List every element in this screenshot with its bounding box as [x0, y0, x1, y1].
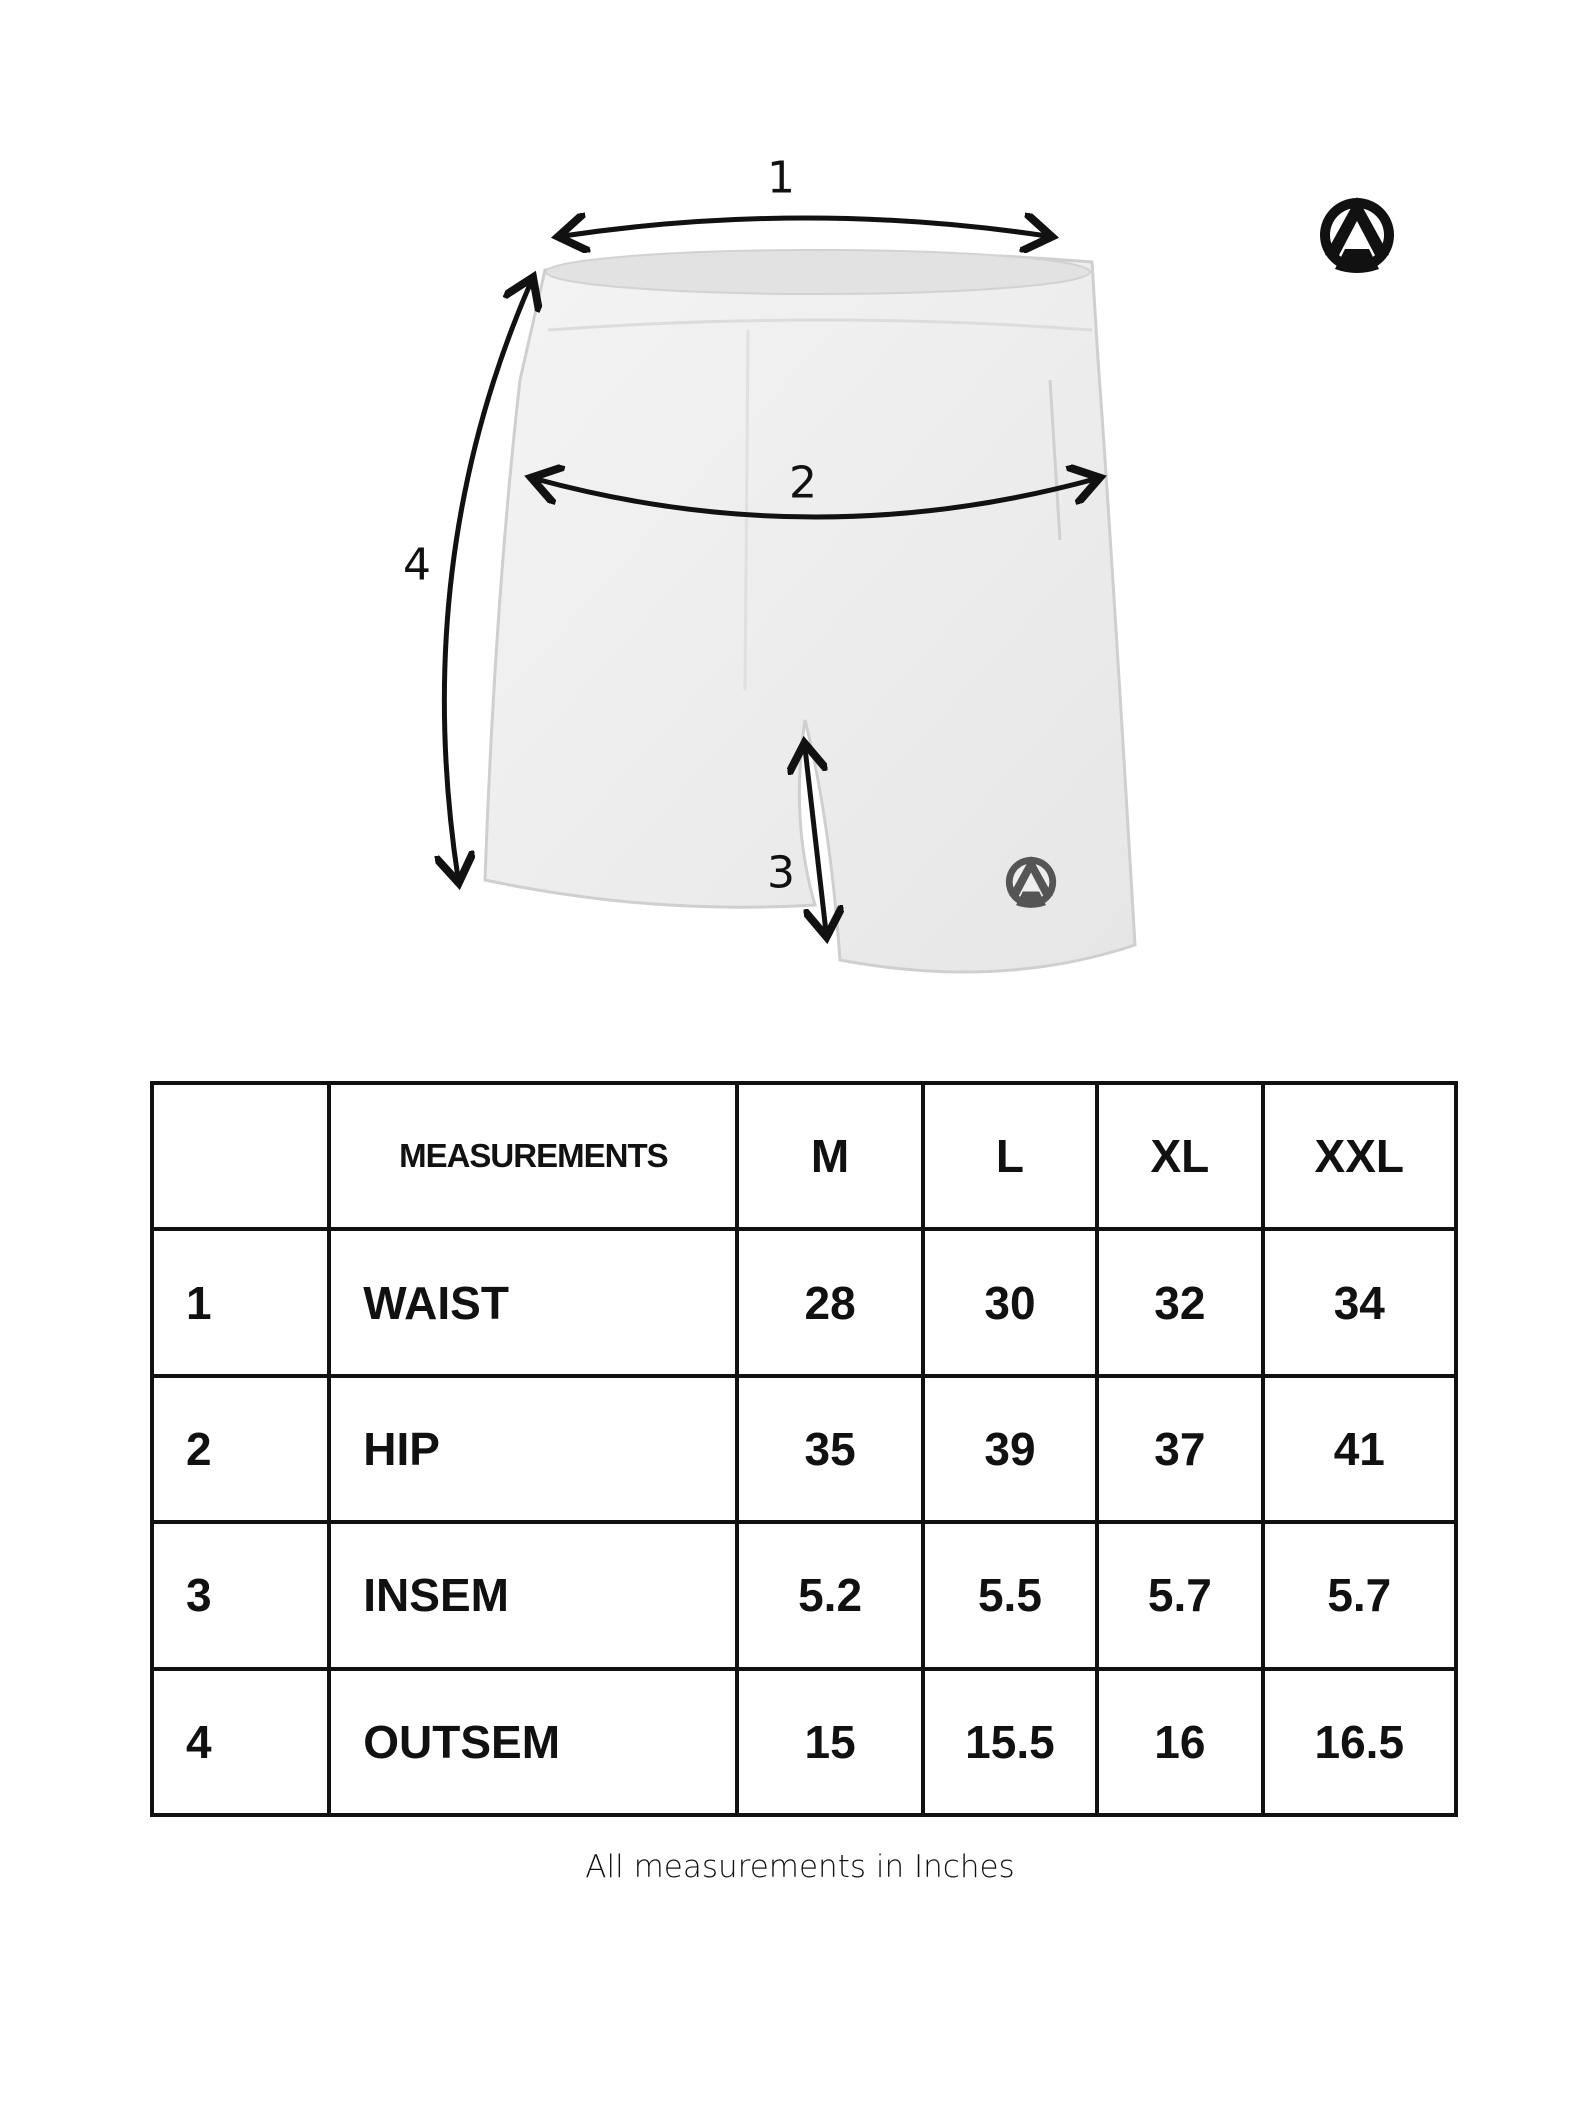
label-1: 1: [767, 152, 795, 204]
cell: 2: [149, 1373, 332, 1525]
size-chart-table: MEASUREMENTS M L XL XXL 1 WAIST 28 30 32…: [149, 1080, 1459, 1818]
cell: 30: [920, 1227, 1100, 1378]
header-cell: XXL: [1260, 1080, 1459, 1232]
cell: 41: [1260, 1373, 1459, 1525]
cell: 16.5: [1260, 1666, 1459, 1818]
header-cell: L: [920, 1080, 1100, 1232]
cell: WAIST: [327, 1227, 740, 1378]
cell: INSEM: [327, 1520, 740, 1671]
arrow-2-hip: [536, 479, 1095, 520]
cell: 39: [920, 1373, 1100, 1525]
shorts-illustration: [0, 197, 1394, 974]
header-cell: [149, 1080, 332, 1232]
label-3: 3: [767, 847, 795, 899]
header-cell: XL: [1095, 1080, 1265, 1232]
table-row: 2 HIP 35 39 37 41: [149, 1373, 1459, 1525]
cell: 35: [735, 1373, 925, 1525]
cell: 5.5: [920, 1520, 1100, 1671]
table-header-row: MEASUREMENTS M L XL XXL: [149, 1080, 1459, 1232]
cell: 5.2: [735, 1520, 925, 1671]
cell: 5.7: [1095, 1520, 1265, 1671]
header-cell: MEASUREMENTS: [327, 1080, 740, 1232]
arrow-4-outseam: [444, 282, 531, 878]
cell: OUTSEM: [327, 1666, 740, 1818]
arrow-1-waist: [563, 218, 1047, 236]
footnote: All measurements in Inches: [585, 1849, 1015, 1885]
cell: 1: [149, 1227, 332, 1378]
label-2: 2: [789, 457, 817, 509]
cell: 32: [1095, 1227, 1265, 1378]
table-row: 1 WAIST 28 30 32 34: [149, 1227, 1459, 1378]
cell: 4: [149, 1666, 332, 1818]
cell: 15: [735, 1666, 925, 1818]
shorts-logo-icon: [1005, 856, 1057, 908]
cell: 3: [149, 1520, 332, 1671]
cell: 28: [735, 1227, 925, 1378]
cell: HIP: [327, 1373, 740, 1525]
table-row: 4 OUTSEM 15 15.5 16 16.5: [149, 1666, 1459, 1818]
cell: 16: [1095, 1666, 1265, 1818]
cell: 37: [1095, 1373, 1265, 1525]
cell: 5.7: [1260, 1520, 1459, 1671]
arrow-3-inseam: [805, 748, 826, 932]
cell: 15.5: [920, 1666, 1100, 1818]
label-4: 4: [403, 539, 431, 591]
circle-a-logo-icon: [1320, 197, 1394, 273]
header-cell: M: [735, 1080, 925, 1232]
cell: 34: [1260, 1227, 1459, 1378]
table-row: 3 INSEM 5.2 5.5 5.7 5.7: [149, 1520, 1459, 1671]
